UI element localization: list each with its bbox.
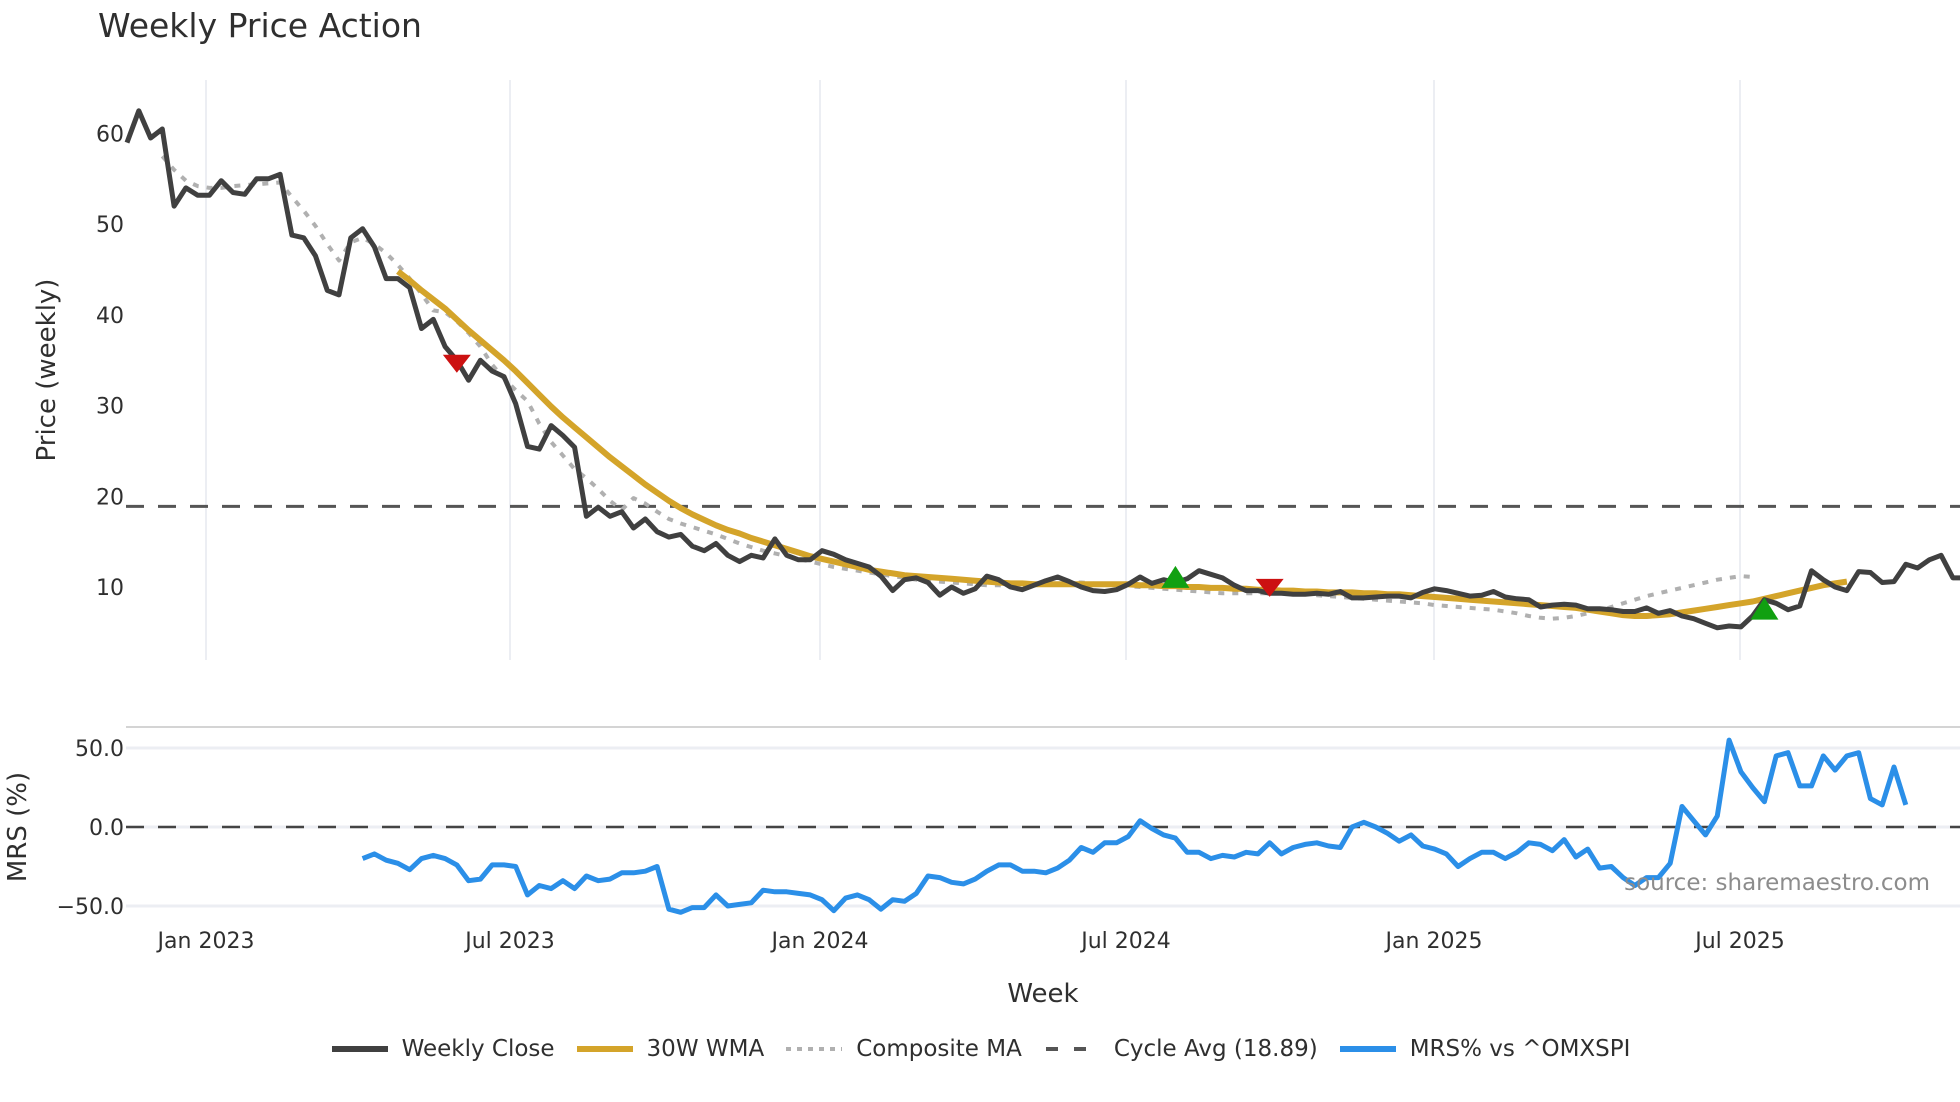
buy-signal-marker bbox=[1750, 597, 1779, 620]
price-plot[interactable] bbox=[124, 108, 1960, 631]
x-tick-label: Jan 2023 bbox=[156, 929, 255, 954]
legend-item[interactable]: 30W WMA bbox=[575, 1036, 765, 1062]
x-tick-label: Jul 2025 bbox=[1693, 929, 1785, 954]
mrs-y-axis-title: MRS (%) bbox=[3, 772, 33, 882]
legend-item[interactable]: Cycle Avg (18.89) bbox=[1042, 1036, 1318, 1062]
x-axis: Jan 2023 Jul 2023 Jan 2024 Jul 2024 Jan 2025… bbox=[156, 929, 1785, 954]
legend-swatch-icon bbox=[1339, 1046, 1396, 1052]
mrs-y-axis: −50.0 0.0 50.0 bbox=[57, 737, 124, 920]
legend-item[interactable]: MRS% vs ^OMXSPI bbox=[1338, 1036, 1631, 1062]
source-watermark: source: sharemaestro.com bbox=[1624, 870, 1930, 896]
legend: Weekly Close 30W WMA Composite MA Cycle Avg… bbox=[0, 1036, 1960, 1062]
legend-item[interactable]: Composite MA bbox=[784, 1036, 1022, 1062]
x-tick-label: Jan 2025 bbox=[1384, 929, 1483, 954]
buy-signal-marker bbox=[1161, 565, 1190, 588]
legend-item[interactable]: Weekly Close bbox=[330, 1036, 555, 1062]
y-tick-label: 40 bbox=[96, 304, 124, 329]
price-y-axis-title: Price (weekly) bbox=[32, 279, 62, 462]
legend-label: MRS% vs ^OMXSPI bbox=[1409, 1036, 1631, 1062]
y-tick-label: 10 bbox=[96, 576, 124, 601]
sell-signal-marker bbox=[442, 354, 471, 373]
price-y-axis: 10 20 30 40 50 60 bbox=[96, 123, 124, 602]
wma-line bbox=[396, 269, 1848, 619]
gridlines bbox=[126, 80, 1960, 908]
legend-label: Weekly Close bbox=[401, 1036, 555, 1062]
y-tick-label: 60 bbox=[96, 123, 124, 148]
sell-signal-marker bbox=[1255, 578, 1284, 597]
x-tick-label: Jan 2024 bbox=[770, 929, 869, 954]
legend-label: 30W WMA bbox=[646, 1036, 765, 1062]
mrs-line bbox=[361, 737, 1909, 915]
composite-ma-line bbox=[160, 154, 1753, 621]
y-tick-label: −50.0 bbox=[57, 895, 124, 920]
legend-label: Composite MA bbox=[856, 1036, 1022, 1062]
x-axis-title: Week bbox=[1007, 979, 1078, 1009]
weekly-close-line bbox=[124, 108, 1960, 631]
signal-markers bbox=[442, 354, 1779, 620]
y-tick-label: 50 bbox=[96, 213, 124, 238]
mrs-plot[interactable] bbox=[126, 737, 1960, 915]
legend-swatch-icon bbox=[331, 1046, 388, 1052]
y-tick-label: 50.0 bbox=[75, 737, 124, 762]
legend-swatch-icon bbox=[786, 1047, 843, 1051]
legend-label: Cycle Avg (18.89) bbox=[1113, 1036, 1318, 1062]
legend-swatch-icon bbox=[1045, 1047, 1100, 1051]
y-tick-label: 0.0 bbox=[89, 816, 124, 841]
x-tick-label: Jul 2023 bbox=[463, 929, 555, 954]
y-tick-label: 30 bbox=[96, 395, 124, 420]
legend-swatch-icon bbox=[576, 1046, 633, 1052]
y-tick-label: 20 bbox=[96, 485, 124, 510]
x-tick-label: Jul 2024 bbox=[1079, 929, 1171, 954]
chart-title: Weekly Price Action bbox=[98, 6, 422, 45]
